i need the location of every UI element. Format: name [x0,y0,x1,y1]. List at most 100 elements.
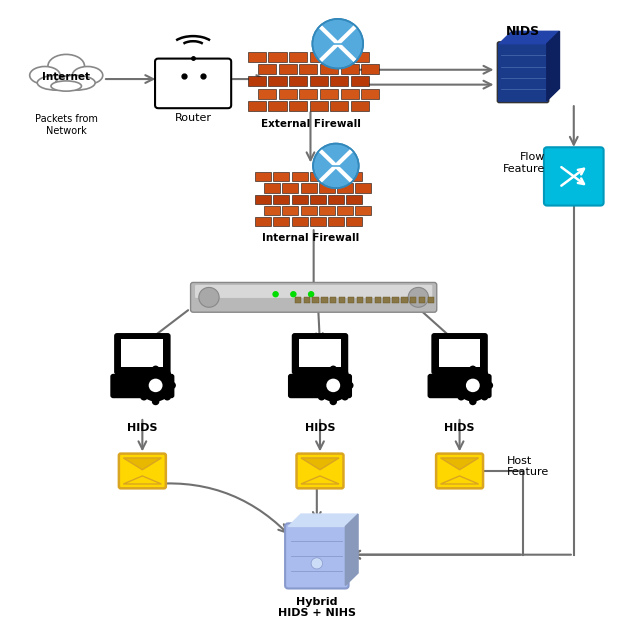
Bar [268,76,287,87]
Circle shape [139,369,172,401]
Bar [401,297,408,303]
Circle shape [163,371,171,377]
Bar [248,101,266,112]
Text: Internal Firewall: Internal Firewall [262,233,359,243]
Circle shape [148,379,163,392]
Ellipse shape [72,66,103,84]
Bar [310,76,328,87]
Bar [355,206,371,215]
Text: Internet: Internet [42,72,90,82]
Bar [340,64,359,74]
FancyBboxPatch shape [191,282,436,312]
Bar [374,297,381,303]
Bar [348,297,355,303]
Bar [273,194,289,204]
Circle shape [458,393,465,401]
Polygon shape [499,31,559,44]
Text: Router: Router [175,113,212,123]
Bar [310,194,326,204]
Circle shape [466,379,480,392]
Bar [339,297,346,303]
Circle shape [163,393,171,401]
Bar [289,101,307,112]
Bar [282,206,298,215]
FancyBboxPatch shape [195,285,432,298]
Bar [351,101,369,112]
Bar [330,101,348,112]
Bar [273,172,289,181]
Text: HIDS: HIDS [305,423,335,433]
FancyBboxPatch shape [292,334,348,374]
Bar [320,64,338,74]
Bar [310,51,328,61]
Polygon shape [346,514,358,586]
Bar [428,297,434,303]
Circle shape [311,558,323,569]
Bar [337,183,353,192]
Polygon shape [124,458,161,470]
Text: External Firewall: External Firewall [260,119,360,129]
Bar [310,101,328,112]
Bar [351,51,369,61]
Circle shape [408,287,429,307]
Bar [282,183,298,192]
Bar [273,217,289,226]
Bar [330,51,348,61]
Bar [365,297,372,303]
Bar [268,51,287,61]
Bar [264,183,280,192]
Circle shape [318,371,325,377]
Circle shape [456,369,490,401]
FancyBboxPatch shape [122,339,163,367]
Bar [340,89,359,99]
Circle shape [152,398,159,405]
Bar [255,217,271,226]
Bar [346,194,362,204]
Bar [337,206,353,215]
Bar [248,51,266,61]
Bar [255,194,271,204]
Bar [301,183,317,192]
Circle shape [140,393,148,401]
FancyBboxPatch shape [429,375,491,397]
Ellipse shape [37,75,77,90]
Polygon shape [124,476,161,484]
Circle shape [313,382,321,389]
Circle shape [273,292,278,297]
Bar [330,297,337,303]
Circle shape [291,292,296,297]
Bar [328,217,344,226]
Bar [346,217,362,226]
Bar [300,89,317,99]
Bar [301,206,317,215]
Bar [361,64,380,74]
Bar [310,217,326,226]
Ellipse shape [48,55,84,78]
Bar [319,183,335,192]
Polygon shape [288,514,358,527]
Text: Host
Feature: Host Feature [507,456,549,477]
FancyBboxPatch shape [155,58,231,108]
Circle shape [330,366,337,373]
FancyBboxPatch shape [296,453,344,488]
Circle shape [313,144,358,188]
Bar [291,172,308,181]
Bar [279,89,297,99]
Bar [258,64,276,74]
Circle shape [308,292,314,297]
Circle shape [135,382,143,389]
FancyBboxPatch shape [433,334,487,374]
FancyBboxPatch shape [115,334,170,374]
Bar [361,89,380,99]
Bar [291,217,308,226]
Bar [248,76,266,87]
Circle shape [317,369,349,401]
Bar [291,194,308,204]
Text: NIDS: NIDS [506,24,540,38]
Polygon shape [547,31,559,101]
FancyBboxPatch shape [111,375,173,397]
Polygon shape [440,476,479,484]
FancyBboxPatch shape [439,339,481,367]
Polygon shape [440,458,479,470]
Bar [319,206,335,215]
